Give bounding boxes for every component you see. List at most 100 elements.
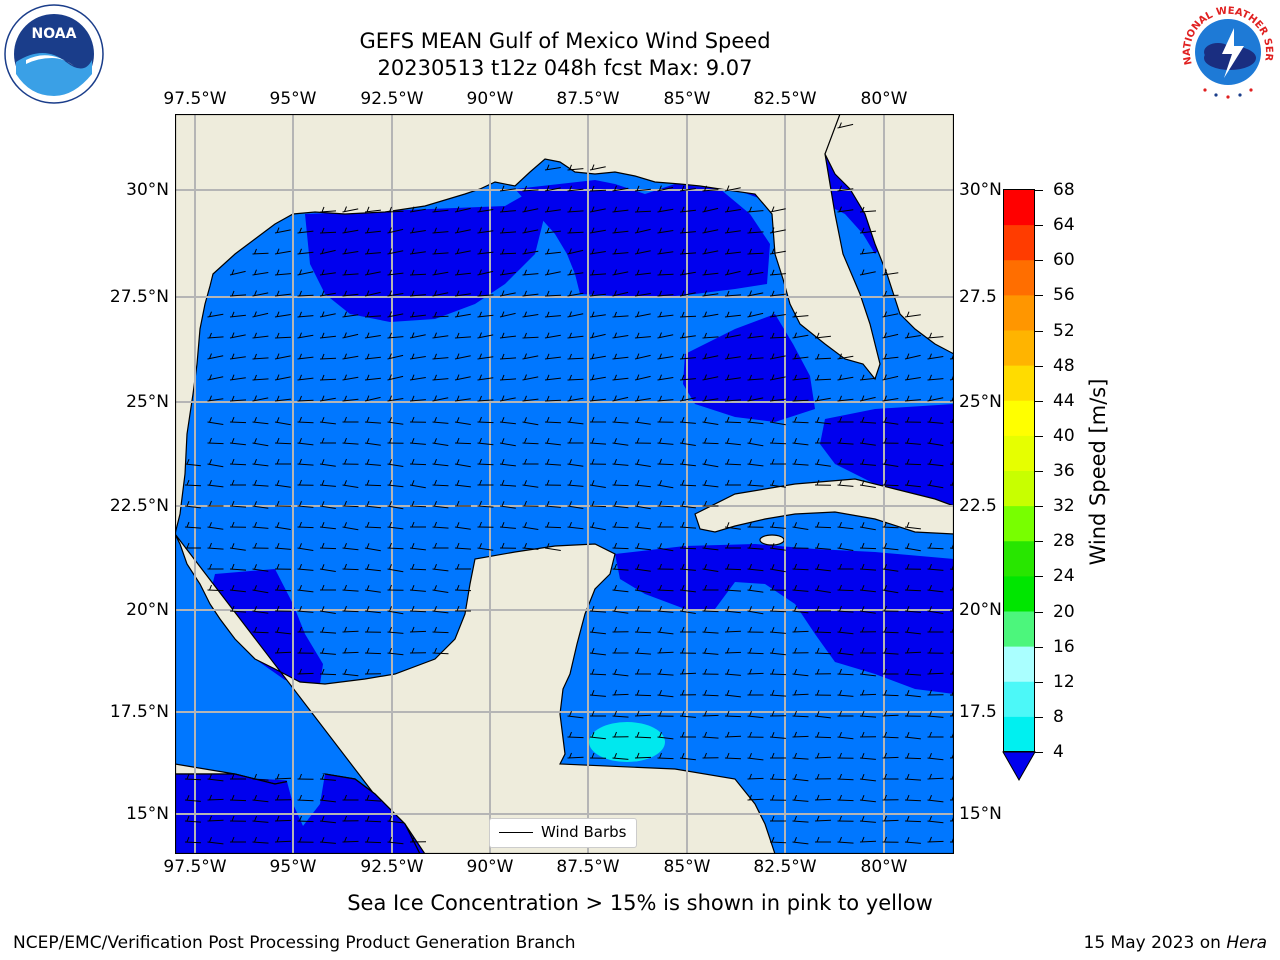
colorbar-tick-label: 64 xyxy=(1053,215,1075,236)
wind-barb xyxy=(702,480,719,488)
wind-barb xyxy=(769,311,786,318)
wind-barb xyxy=(679,711,696,718)
wind-barb xyxy=(814,815,832,822)
wind-barb xyxy=(252,479,269,487)
wind-barb xyxy=(724,606,741,614)
wind-barb xyxy=(567,459,584,467)
wind-barb xyxy=(544,248,561,255)
wind-barb xyxy=(724,395,742,402)
wind-barb xyxy=(612,669,629,677)
wind-barb xyxy=(679,479,697,487)
wind-barb xyxy=(387,206,404,213)
wind-barb xyxy=(702,311,719,318)
wind-barb xyxy=(590,710,606,717)
wind-barb xyxy=(522,206,539,213)
wind-barb xyxy=(814,521,832,529)
wind-barb xyxy=(747,731,764,738)
wind-barb xyxy=(837,794,854,802)
wind-barb xyxy=(657,521,674,528)
wind-barb xyxy=(792,710,809,718)
wind-barb xyxy=(409,647,427,654)
wind-barb xyxy=(837,416,854,423)
wind-barb xyxy=(364,794,382,802)
wind-barb xyxy=(904,522,921,530)
colorbar-tick-mark xyxy=(1035,541,1043,543)
wind-barb xyxy=(387,374,404,381)
wind-barb xyxy=(567,437,584,444)
wind-barb xyxy=(477,500,494,508)
wind-barb xyxy=(432,248,449,255)
wind-barb xyxy=(612,248,629,255)
wind-barb xyxy=(319,269,336,276)
wind-barb xyxy=(297,543,314,551)
wind-barb xyxy=(274,248,291,255)
wind-barb xyxy=(387,584,404,591)
wind-barb xyxy=(769,417,786,426)
wind-barb xyxy=(837,627,854,635)
wind-barb xyxy=(657,185,674,192)
wind-barb xyxy=(634,731,652,739)
colorbar-cell xyxy=(1004,506,1034,542)
wind-barb xyxy=(342,353,359,360)
lat-tick-left: 30°N xyxy=(126,180,169,200)
wind-barb xyxy=(702,626,719,634)
wind-barb xyxy=(679,585,696,593)
wind-barb xyxy=(589,648,606,656)
wind-barb xyxy=(612,542,629,550)
colorbar-cell xyxy=(1004,611,1034,648)
wind-barb xyxy=(904,647,922,654)
wind-barb xyxy=(747,269,764,276)
wind-barb xyxy=(410,521,426,528)
wind-barb xyxy=(409,332,426,339)
wind-barb xyxy=(657,647,674,654)
wind-barb xyxy=(837,374,854,381)
wind-barb xyxy=(792,458,809,466)
wind-barb xyxy=(859,753,876,760)
wind-barb xyxy=(589,522,606,531)
wind-barb xyxy=(589,353,606,360)
wind-barb xyxy=(792,542,809,549)
wind-barb xyxy=(567,206,584,213)
wind-barb xyxy=(882,311,899,318)
wind-barb xyxy=(792,311,809,318)
wind-barb-legend-label: Wind Barbs xyxy=(541,823,627,841)
wind-barb xyxy=(702,668,719,675)
wind-barb xyxy=(454,269,471,276)
wind-barb xyxy=(612,647,629,654)
wind-barb xyxy=(544,206,561,213)
wind-barb xyxy=(207,353,224,360)
wind-barb xyxy=(522,480,539,488)
wind-barb xyxy=(859,416,877,424)
wind-barb xyxy=(454,311,471,318)
wind-barb xyxy=(274,374,291,381)
wind-barb xyxy=(634,689,652,697)
wind-barb xyxy=(184,773,202,781)
wind-barb xyxy=(274,290,291,297)
wind-barb xyxy=(319,626,337,634)
wind-barb xyxy=(702,353,719,360)
wind-barb xyxy=(319,480,336,487)
wind-barb xyxy=(522,437,539,445)
wind-barb xyxy=(319,564,336,572)
wind-barb xyxy=(747,626,764,633)
wind-barb xyxy=(522,417,539,426)
colorbar xyxy=(1002,189,1036,782)
wind-barb xyxy=(814,668,832,675)
wind-barb xyxy=(612,606,629,614)
wind-barb xyxy=(657,227,674,234)
wind-barb xyxy=(702,227,719,234)
wind-barb xyxy=(274,584,292,592)
wind-barb xyxy=(634,353,651,360)
wind-barb xyxy=(454,417,471,425)
wind-barb xyxy=(297,269,314,276)
wind-barb xyxy=(409,206,426,213)
wind-barb xyxy=(274,332,292,339)
wind-barb xyxy=(477,311,494,318)
wind-barb xyxy=(207,332,224,339)
wind-barb xyxy=(319,332,336,339)
wind-barb xyxy=(747,606,764,615)
wind-barb xyxy=(837,836,854,844)
graticule xyxy=(175,114,954,854)
wind-barb xyxy=(724,458,742,466)
wind-barb xyxy=(432,353,449,360)
